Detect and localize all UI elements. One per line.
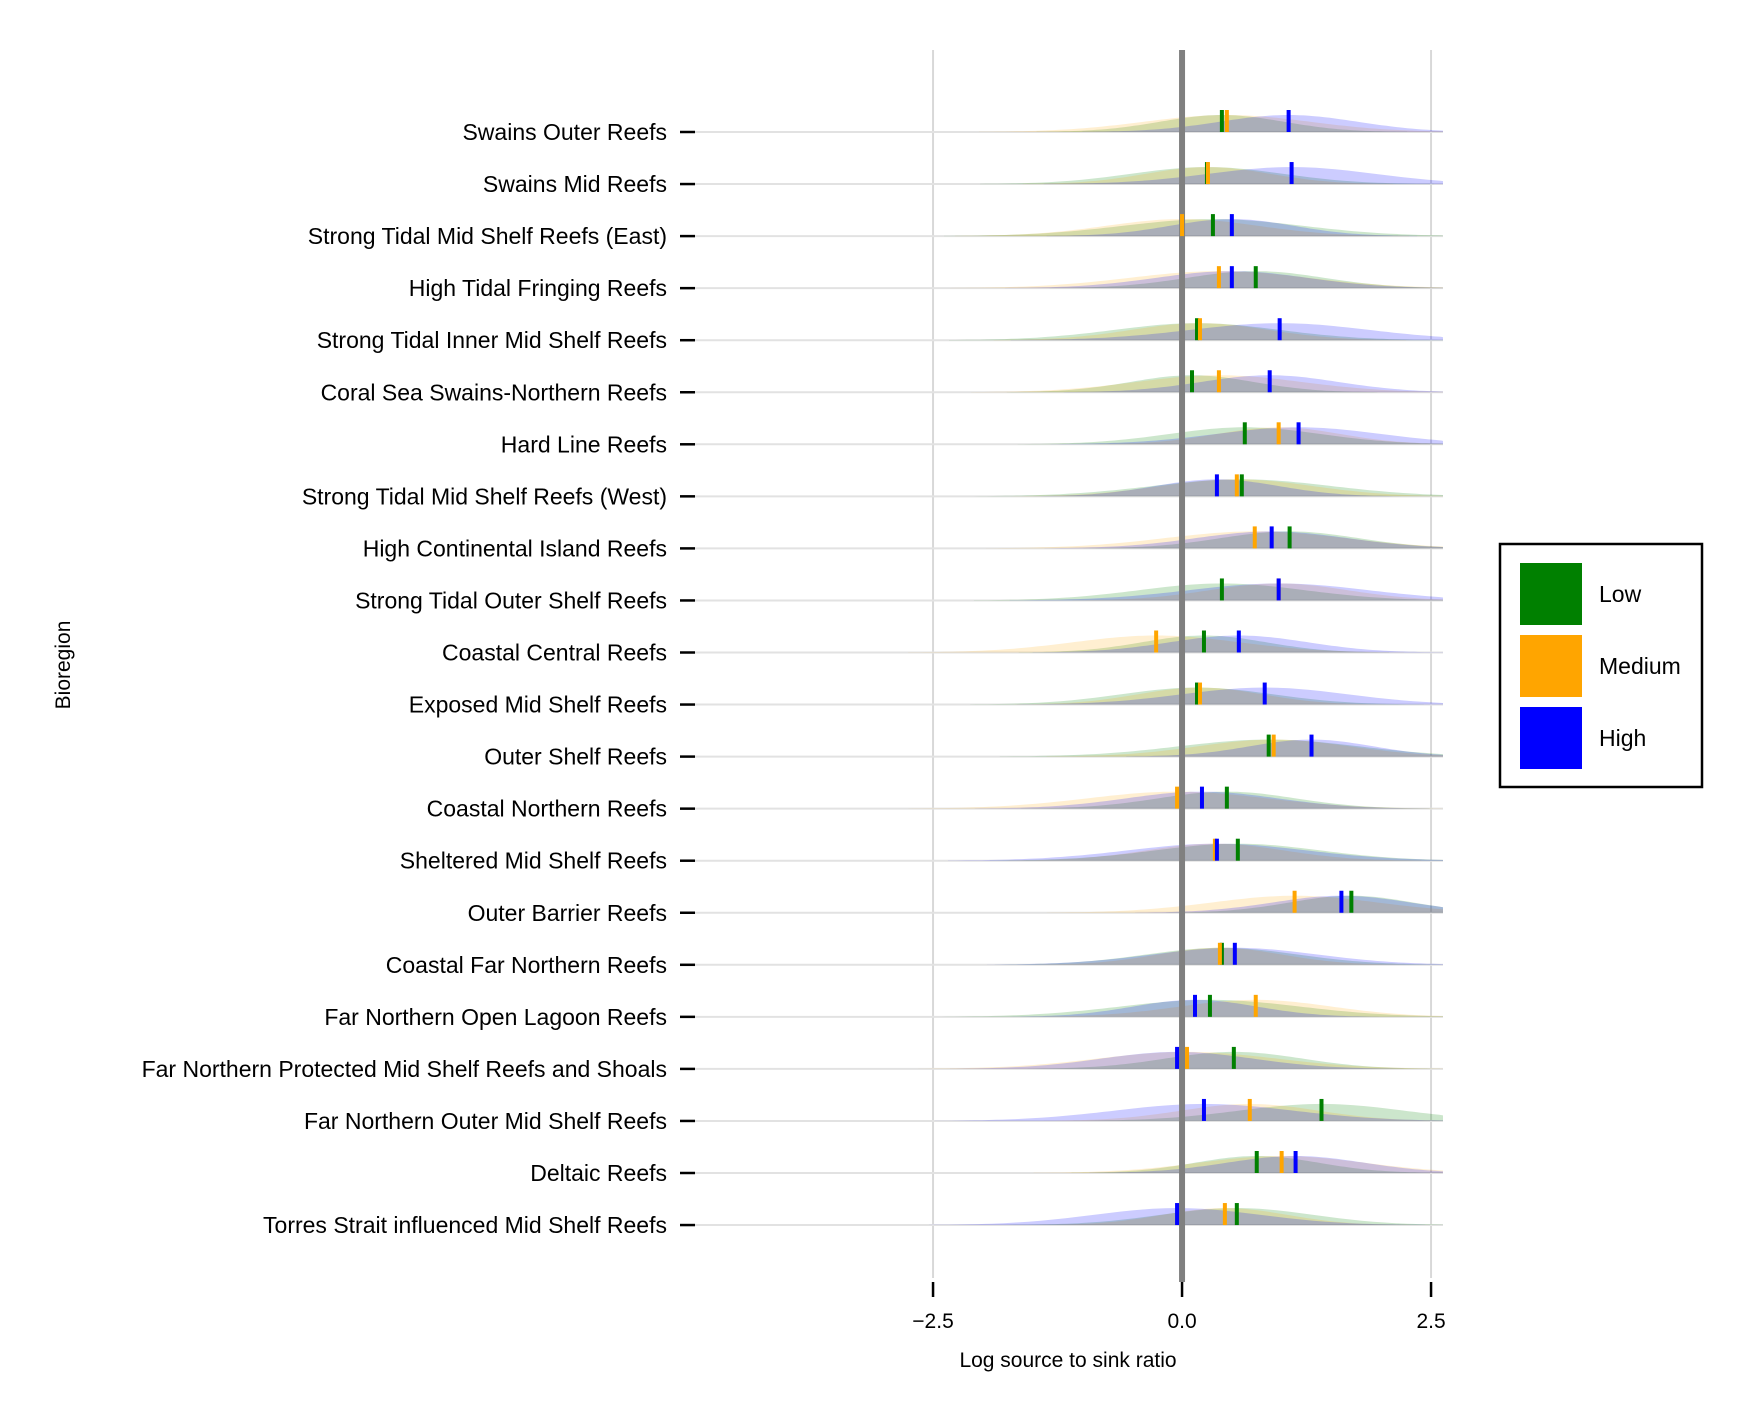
legend-swatch-low [1520, 563, 1582, 625]
category-label: Far Northern Open Lagoon Reefs [324, 1004, 667, 1030]
legend-swatch-medium [1520, 635, 1582, 697]
category-label: Outer Barrier Reefs [468, 900, 667, 926]
category-label: Strong Tidal Outer Shelf Reefs [355, 587, 667, 613]
density-high [986, 947, 1443, 965]
category-label: Coastal Far Northern Reefs [386, 952, 667, 978]
density-medium [1043, 1103, 1443, 1121]
category-label: Strong Tidal Mid Shelf Reefs (East) [308, 223, 667, 249]
category-label: Strong Tidal Mid Shelf Reefs (West) [302, 483, 667, 509]
density-low [999, 739, 1443, 757]
density-low [973, 583, 1443, 601]
density-high [1010, 323, 1443, 341]
density-medium [1046, 895, 1443, 913]
x-axis: −2.5 0.0 2.5 [912, 1282, 1446, 1333]
category-label: Outer Shelf Reefs [484, 744, 667, 770]
density-high [1126, 739, 1443, 757]
legend-label-medium: Medium [1599, 653, 1681, 679]
category-label: Deltaic Reefs [530, 1160, 667, 1186]
density-high [1004, 271, 1443, 289]
category-label: Hard Line Reefs [501, 431, 667, 457]
density-medium [1072, 583, 1443, 601]
legend: Low Medium High [1498, 542, 1704, 789]
category-label: Coastal Central Reefs [442, 640, 667, 666]
density-low [1073, 1103, 1443, 1121]
legend-label-high: High [1599, 725, 1646, 751]
grid-lines [932, 50, 1433, 1278]
density-high [1043, 167, 1443, 185]
density-high [1089, 1156, 1443, 1173]
category-label: Far Northern Protected Mid Shelf Reefs a… [142, 1056, 667, 1082]
category-label: Strong Tidal Inner Mid Shelf Reefs [317, 327, 667, 353]
ridges [694, 115, 1443, 1227]
category-labels: Swains Outer Reefs Swains Mid Reefs Strong… [142, 119, 695, 1238]
density-low [1166, 895, 1443, 913]
density-high [935, 1103, 1443, 1121]
x-axis-title: Log source to sink ratio [959, 1349, 1176, 1372]
density-low [1049, 271, 1443, 289]
legend-swatch-high [1520, 707, 1582, 769]
category-label: Swains Mid Reefs [483, 171, 667, 197]
x-tick-label: 0.0 [1167, 1310, 1196, 1333]
density-low [1017, 427, 1443, 445]
density-high [948, 843, 1443, 861]
category-label: High Continental Island Reefs [363, 535, 667, 561]
density-medium [950, 271, 1443, 289]
density-medium [1028, 999, 1443, 1017]
density-low [941, 999, 1443, 1017]
category-label: Exposed Mid Shelf Reefs [409, 692, 667, 718]
category-label: Swains Outer Reefs [462, 119, 667, 145]
legend-label-low: Low [1599, 581, 1642, 607]
density-high [1082, 115, 1443, 132]
density-high [1009, 583, 1443, 601]
density-medium [1009, 479, 1443, 497]
density-high [1044, 531, 1443, 549]
density-low [1083, 531, 1443, 549]
x-tick-label: 2.5 [1416, 1310, 1445, 1333]
density-high [1016, 687, 1443, 705]
median-markers [1154, 110, 1354, 1226]
density-medium [985, 531, 1443, 549]
density-high [1050, 427, 1443, 445]
category-label: High Tidal Fringing Reefs [409, 275, 667, 301]
density-high [1135, 895, 1443, 913]
category-label: Coastal Northern Reefs [427, 796, 667, 822]
category-label: Torres Strait influenced Mid Shelf Reefs [263, 1212, 667, 1238]
density-high [1063, 375, 1443, 393]
y-axis-title: Bioregion [52, 621, 75, 710]
category-label: Coral Sea Swains-Northern Reefs [321, 379, 667, 405]
density-medium [978, 115, 1443, 132]
density-medium [970, 375, 1443, 393]
category-label: Sheltered Mid Shelf Reefs [400, 848, 667, 874]
density-medium [1046, 739, 1443, 757]
density-medium [1033, 1156, 1443, 1173]
density-low [972, 479, 1443, 497]
x-tick-label: −2.5 [912, 1310, 953, 1333]
density-low [944, 219, 1443, 237]
category-label: Far Northern Outer Mid Shelf Reefs [304, 1108, 667, 1134]
